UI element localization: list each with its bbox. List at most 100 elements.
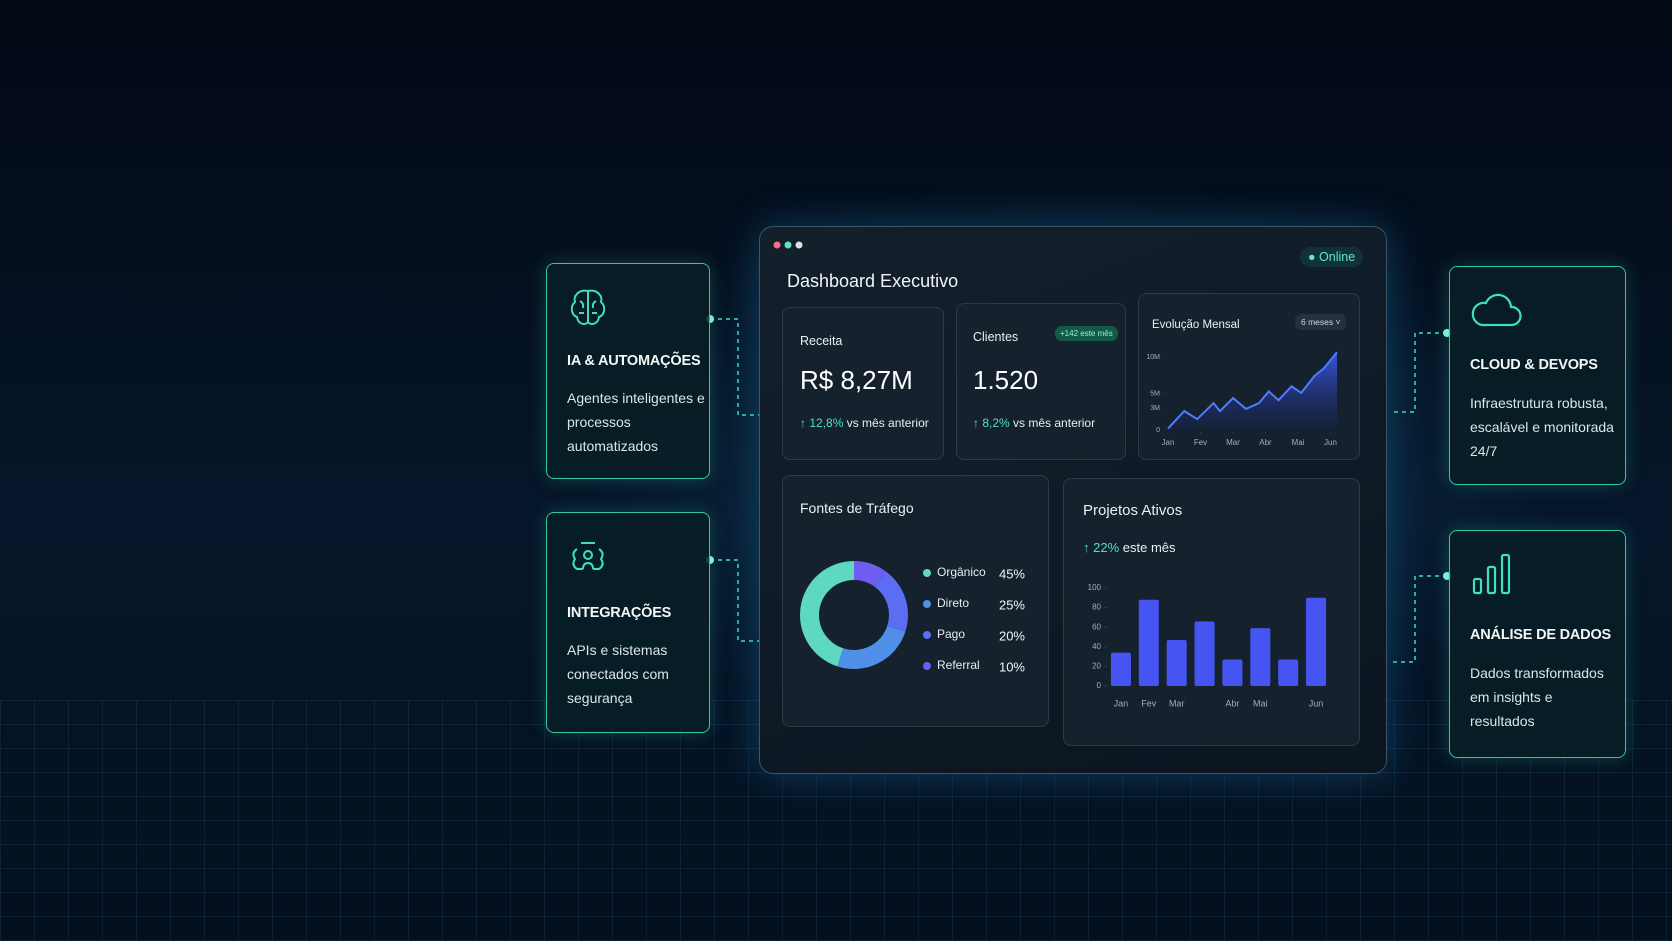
legend-dot (923, 569, 931, 577)
bar (1166, 639, 1187, 686)
y-tick-label: 20 (1092, 662, 1101, 671)
legend-dot (923, 600, 931, 608)
card-text: Agentes inteligentes e processos automat… (567, 390, 705, 454)
value-label: 25% (999, 597, 1025, 612)
y-tick-label: 100 (1088, 583, 1102, 592)
arrow: ↑ (973, 416, 983, 430)
card-title: INTEGRAÇÕES (567, 605, 672, 621)
card: ANÁLISE DE DADOS Dados transformados em … (1449, 530, 1626, 758)
kpi-change-text: vs mês anterior (846, 416, 929, 430)
status-badge: ● Online (1300, 247, 1364, 267)
y-tick-label: 80 (1092, 603, 1101, 612)
donut-slice (837, 625, 906, 669)
kpi-change-text: vs mês anterior (1013, 416, 1096, 430)
chart-title: Fontes de Tráfego (800, 500, 914, 516)
bar (1222, 659, 1243, 686)
card: INTEGRAÇÕES APIs e sistemas conectados c… (546, 512, 710, 733)
donut-slice (874, 571, 908, 632)
status-text: Online (1319, 250, 1356, 264)
connector (1390, 575, 1447, 663)
y-tick-label: 5M (1150, 390, 1160, 397)
bar (1194, 621, 1215, 686)
connector (710, 559, 762, 642)
x-tick-label: Fev (1194, 438, 1207, 447)
value-label: 20% (999, 628, 1025, 643)
legend-label: Referral (937, 658, 980, 672)
connector (710, 318, 762, 416)
chart-title: Evolução Mensal (1152, 319, 1240, 331)
y-tick-label: 3M (1150, 405, 1160, 412)
kpi-change: 8,2% (982, 416, 1010, 430)
y-tick-label: 60 (1092, 622, 1101, 631)
bar (1306, 597, 1327, 686)
x-tick-label: Abr (1225, 698, 1239, 708)
arrow: ↑ (1083, 540, 1094, 555)
integration-icon (572, 542, 604, 570)
kpi-value: 1.520 (973, 365, 1039, 395)
legend-label: Orgânico (937, 565, 986, 579)
period-text: 6 meses (1301, 317, 1334, 327)
change-text: este mês (1122, 540, 1176, 555)
value-label: 45% (999, 566, 1025, 581)
bars-icon (1472, 553, 1511, 595)
card-text: Infraestrutura robusta, escalável e moni… (1470, 395, 1614, 459)
dot (784, 241, 792, 249)
change-row: ↑ 22% este mês (1083, 540, 1176, 555)
period-select[interactable]: 6 meses ˅ (1295, 314, 1347, 330)
bar (1110, 652, 1131, 686)
x-tick-label: Abr (1259, 438, 1272, 447)
connector (1390, 332, 1447, 413)
y-tick-label: 40 (1092, 642, 1101, 651)
card: IA & AUTOMAÇÕES Agentes inteligentes e p… (546, 263, 710, 479)
donut-panel: Fontes de Tráfego (782, 475, 1049, 727)
legend-label: Direto (937, 596, 969, 610)
x-tick-label: Jun (1324, 438, 1337, 447)
chart-title: Projetos Ativos (1083, 502, 1183, 519)
kpi-change: 12,8% (809, 416, 844, 430)
connector-lines (710, 318, 1447, 663)
brain-icon (570, 289, 606, 326)
dot (773, 241, 781, 249)
window-dots (773, 241, 803, 249)
donut-slice (800, 561, 854, 667)
x-tick-label: Mar (1226, 438, 1240, 447)
bar (1250, 628, 1271, 686)
card-title: ANÁLISE DE DADOS (1470, 627, 1612, 643)
area (1168, 352, 1337, 430)
bar (1138, 599, 1159, 686)
dashboard-title: Dashboard Executivo (787, 271, 959, 291)
kpi-label: Clientes (973, 330, 1019, 344)
card-title: IA & AUTOMAÇÕES (567, 353, 701, 369)
y-tick-label: 0 (1097, 681, 1102, 690)
arrow: ↑ (800, 416, 810, 430)
change: 22% (1093, 540, 1120, 555)
x-tick-label: Fev (1141, 698, 1157, 708)
line (1167, 351, 1338, 430)
bar (1278, 659, 1299, 686)
y-tick-label: 0 (1156, 427, 1160, 434)
legend-dot (923, 662, 931, 670)
kpi-panel: Receita R$ 8,27M ↑ 12,8% vs mês anterior (782, 307, 944, 460)
card-text: APIs e sistemas conectados com segurança (567, 642, 669, 706)
cloud-icon (1471, 293, 1522, 327)
kpi-value: R$ 8,27M (800, 365, 913, 395)
card-title: CLOUD & DEVOPS (1470, 357, 1598, 373)
kpi-change-row: ↑ 12,8% vs mês anterior (800, 416, 929, 430)
y-tick-label: 10M (1146, 354, 1160, 361)
card-text: Dados transformados em insights e result… (1470, 665, 1604, 729)
x-tick-label: Jan (1114, 698, 1129, 708)
kpi-label: Receita (800, 334, 843, 348)
kpi-badge: +142 este mês (1055, 326, 1118, 341)
kpi-panel: Clientes +142 este mês 1.520 ↑ 8,2% vs m… (956, 303, 1126, 460)
x-tick-label: Mai (1292, 438, 1305, 447)
donut-slice (854, 561, 886, 587)
kpi-change-row: ↑ 8,2% vs mês anterior (973, 416, 1095, 430)
legend-dot (923, 631, 931, 639)
x-tick-label: Mar (1169, 698, 1185, 708)
x-tick-label: Jan (1162, 438, 1175, 447)
legend-label: Pago (937, 627, 965, 641)
